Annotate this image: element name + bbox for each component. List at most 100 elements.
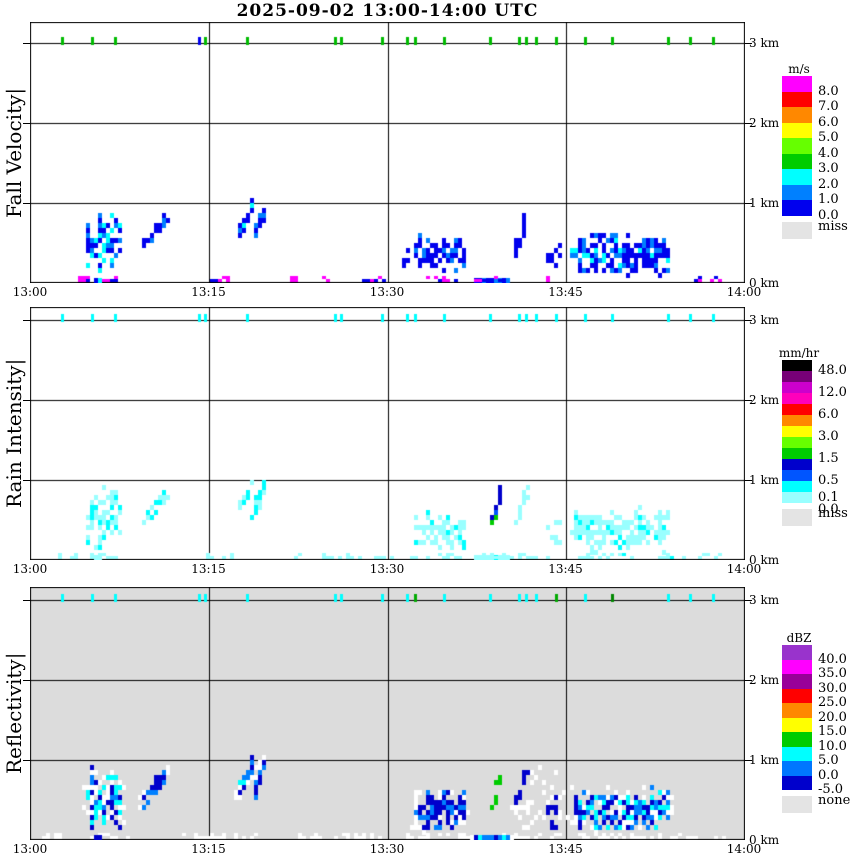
legend-color-band (782, 674, 812, 689)
x-tick-label: 13:00 (12, 285, 48, 299)
x-tick-label: 13:30 (369, 562, 405, 576)
legend-unit-title: m/s (788, 62, 810, 76)
legend-color-band (782, 746, 812, 761)
height-tick-label: 2 km (749, 393, 780, 407)
height-tick-label: 3 km (749, 593, 780, 607)
legend-color-band (782, 659, 812, 674)
axis-tick-right (745, 43, 752, 44)
legend-value-label: 25.0 (818, 695, 847, 710)
axis-tick-left (23, 43, 30, 44)
height-tick-label: 0 km (749, 553, 780, 567)
height-tick-label: 3 km (749, 313, 780, 327)
axis-tick-left (23, 600, 30, 601)
legend-value-label: 0.0 (818, 767, 839, 783)
legend-missing-label: miss (818, 506, 848, 521)
legend-color-band (782, 470, 812, 481)
legend-value-label: 3.0 (818, 429, 839, 444)
legend-value-label: 5.0 (818, 130, 839, 145)
axis-tick-right (745, 320, 752, 321)
legend-color-band (782, 107, 812, 123)
height-tick-label: 2 km (749, 116, 780, 130)
legend-value-label: 48.0 (818, 363, 847, 378)
legend-color-band (782, 732, 812, 747)
legend-color-band (782, 153, 812, 169)
legend-color-band (782, 415, 812, 426)
legend-missing-band (782, 221, 812, 239)
legend-value-label: 2.0 (818, 176, 839, 192)
legend-color-band (782, 703, 812, 718)
legend-value-label: 8.0 (818, 83, 839, 99)
legend-color-band (782, 138, 812, 154)
axis-tick-left (23, 123, 30, 124)
x-tick-label: 14:00 (726, 842, 762, 856)
legend-value-label: 4.0 (818, 145, 839, 161)
height-tick-label: 1 km (749, 196, 780, 210)
legend-color-band (782, 688, 812, 703)
legend-color-band (782, 437, 812, 448)
axis-tick-right (745, 400, 752, 401)
legend-unit-title: mm/hr (778, 346, 820, 360)
axis-tick-right (745, 123, 752, 124)
legend-unit-title: dBZ (786, 631, 812, 645)
legend-value-label: 7.0 (818, 99, 839, 114)
legend-value-label: 40.0 (818, 651, 847, 667)
x-tick-label: 13:15 (191, 842, 226, 856)
figure-title: 2025-09-02 13:00-14:00 UTC (236, 1, 539, 21)
height-tick-label: 3 km (749, 36, 780, 50)
height-tick-label: 2 km (749, 673, 780, 687)
legend-color-band (782, 645, 812, 660)
legend-missing-label: miss (818, 218, 848, 234)
legend-value-label: 35.0 (818, 666, 847, 681)
legend-value-label: 12.0 (818, 385, 847, 400)
height-tick-label: 1 km (749, 753, 780, 767)
legend-color-band (782, 775, 812, 790)
legend-value-label: 10.0 (818, 738, 847, 754)
panel-label-reflectivity: Reflectivity| (2, 652, 26, 775)
legend-missing-label: none (818, 793, 850, 808)
legend-color-band (782, 481, 812, 492)
legend-color-band (782, 91, 812, 107)
height-tick-label: 0 km (749, 276, 780, 290)
axis-tick-right (745, 203, 752, 204)
x-tick-label: 13:45 (548, 562, 583, 576)
reflectivity-panel-canvas (30, 587, 745, 840)
axis-tick-left (23, 320, 30, 321)
legend-value-label: -5.0 (818, 782, 844, 797)
x-tick-label: 13:30 (369, 842, 405, 856)
height-tick-label: 0 km (749, 833, 780, 847)
panel-label-rain-intensity: Rain Intensity| (2, 358, 26, 509)
axis-tick-left (23, 760, 30, 761)
legend-value-label: 15.0 (818, 724, 847, 739)
legend-color-band (782, 169, 812, 185)
legend-value-label: 3.0 (818, 161, 839, 176)
legend-value-label: 0.5 (818, 473, 839, 488)
legend-missing-band (782, 509, 812, 526)
legend-color-band (782, 382, 812, 393)
legend-color-band (782, 393, 812, 404)
x-tick-label: 13:45 (548, 842, 583, 856)
legend-value-label: 1.5 (818, 451, 839, 466)
axis-tick-right (745, 760, 752, 761)
legend-color-band (782, 761, 812, 776)
legend-color-band (782, 426, 812, 437)
x-tick-label: 13:45 (548, 285, 583, 299)
x-tick-label: 13:00 (12, 562, 48, 576)
legend-missing-band (782, 796, 812, 813)
legend-color-band (782, 360, 812, 371)
legend-value-label: 0.0 (818, 502, 839, 517)
axis-tick-left (23, 680, 30, 681)
legend-value-label: 5.0 (818, 753, 839, 768)
legend-color-band (782, 448, 812, 459)
legend-value-label: 6.0 (818, 114, 839, 130)
axis-tick-left (23, 203, 30, 204)
x-tick-label: 14:00 (726, 562, 762, 576)
x-tick-label: 13:15 (191, 285, 226, 299)
legend-color-band (782, 76, 812, 92)
x-tick-label: 13:00 (12, 842, 48, 856)
legend-value-label: 1.0 (818, 192, 839, 207)
axis-tick-right (745, 600, 752, 601)
x-tick-label: 13:15 (191, 562, 226, 576)
legend-color-band (782, 184, 812, 200)
legend-value-label: 20.0 (818, 709, 847, 725)
